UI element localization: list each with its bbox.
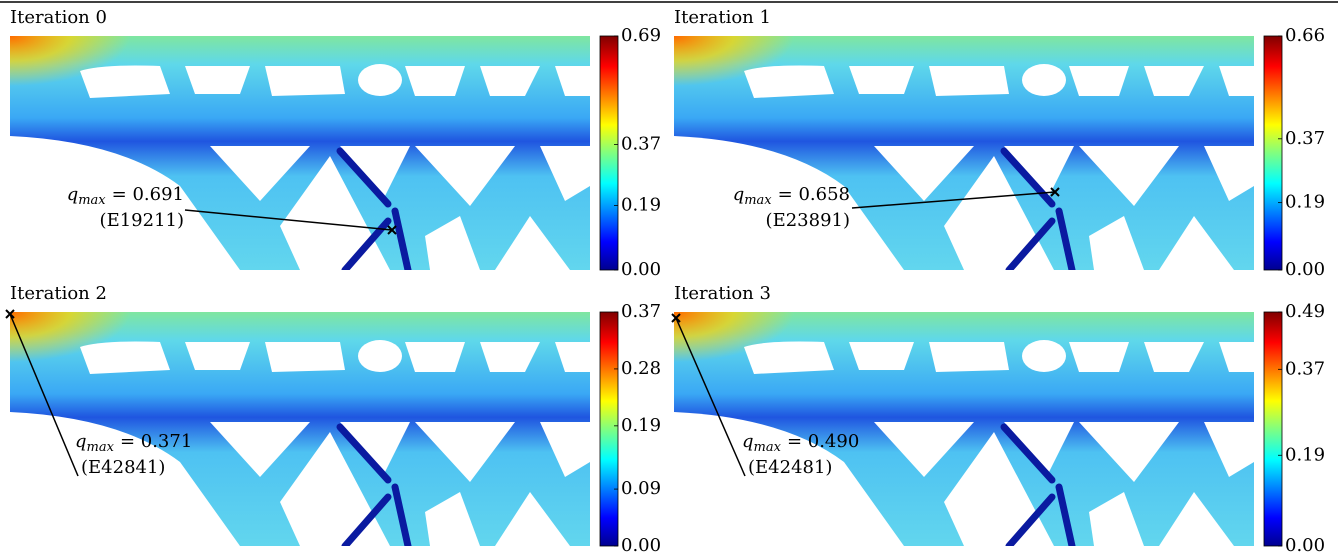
max-marker xyxy=(1050,187,1060,197)
annotation-label: qmax = 0.490 xyxy=(742,431,859,455)
colorbar-tick-label: 0.49 xyxy=(1285,301,1325,322)
colorbar-tick-label: 0.37 xyxy=(1285,128,1325,149)
q-symbol: q xyxy=(67,184,79,205)
colorbar-tick-label: 0.00 xyxy=(1285,535,1325,554)
colorbar xyxy=(1263,311,1283,547)
annotation-line xyxy=(851,191,1056,209)
stress-field xyxy=(10,36,590,270)
q-subscript: max xyxy=(87,440,115,455)
colorbar-tick-label: 0.28 xyxy=(621,358,661,379)
annotation-label: qmax = 0.691 xyxy=(67,184,184,208)
colorbar-tick-label: 0.19 xyxy=(621,195,661,216)
panel: Iteration 2 0.37 0.28 0.19 0.09 0.00 qmax = 0.3… xyxy=(5,283,661,556)
colorbar-tick-label: 0.19 xyxy=(1285,444,1325,465)
max-marker xyxy=(387,225,397,235)
q-symbol: q xyxy=(75,431,87,452)
panel-title: Iteration 2 xyxy=(10,283,107,304)
max-marker xyxy=(5,309,15,319)
annotation-line xyxy=(184,209,393,231)
colorbar-tick-label: 0.37 xyxy=(621,134,661,155)
q-value: = 0.490 xyxy=(787,431,859,452)
element-label: (E23891) xyxy=(766,210,850,231)
panel-title: Iteration 3 xyxy=(674,283,771,304)
colorbar-tick-label: 0.66 xyxy=(1285,25,1325,46)
colorbar xyxy=(1263,35,1283,271)
q-value: = 0.691 xyxy=(112,184,184,205)
annotation-label: qmax = 0.658 xyxy=(733,184,850,208)
annotation-label: qmax = 0.371 xyxy=(75,431,192,455)
panel: Iteration 1 0.66 0.37 0.19 0.00 qmax = 0.658 (E… xyxy=(674,7,1325,280)
colorbar xyxy=(599,311,619,547)
q-value: = 0.371 xyxy=(120,431,192,452)
colorbar-tick-label: 0.19 xyxy=(1285,192,1325,213)
stress-field xyxy=(10,312,590,546)
annotation-line xyxy=(9,313,79,477)
panel: Iteration 0 0.69 0.37 0.19 0.00 qmax = 0.691 (E… xyxy=(10,7,661,280)
colorbar-tick-label: 0.00 xyxy=(621,259,661,280)
colorbar-tick-label: 0.37 xyxy=(621,301,661,322)
panel-title: Iteration 1 xyxy=(674,7,771,28)
element-label: (E19211) xyxy=(100,210,184,231)
stress-field xyxy=(674,312,1254,546)
annotation-line xyxy=(675,317,746,477)
q-symbol: q xyxy=(733,184,745,205)
max-marker xyxy=(671,313,681,323)
colorbar-tick-label: 0.69 xyxy=(621,25,661,46)
colorbar-tick-label: 0.00 xyxy=(1285,259,1325,280)
q-subscript: max xyxy=(754,440,782,455)
q-subscript: max xyxy=(744,193,772,208)
colorbar-tick-label: 0.37 xyxy=(1285,358,1325,379)
q-symbol: q xyxy=(742,431,754,452)
panel: Iteration 3 0.49 0.37 0.19 0.00 qmax = 0.490 (E… xyxy=(671,283,1325,556)
stress-field xyxy=(674,36,1254,270)
colorbar-tick-label: 0.00 xyxy=(621,535,661,554)
colorbar xyxy=(599,35,619,271)
colorbar-tick-label: 0.19 xyxy=(621,415,661,436)
colorbar-tick-label: 0.09 xyxy=(621,478,661,499)
panel-title: Iteration 0 xyxy=(10,7,107,28)
element-label: (E42841) xyxy=(81,457,165,478)
element-label: (E42481) xyxy=(748,457,832,478)
q-subscript: max xyxy=(78,193,106,208)
q-value: = 0.658 xyxy=(778,184,850,205)
